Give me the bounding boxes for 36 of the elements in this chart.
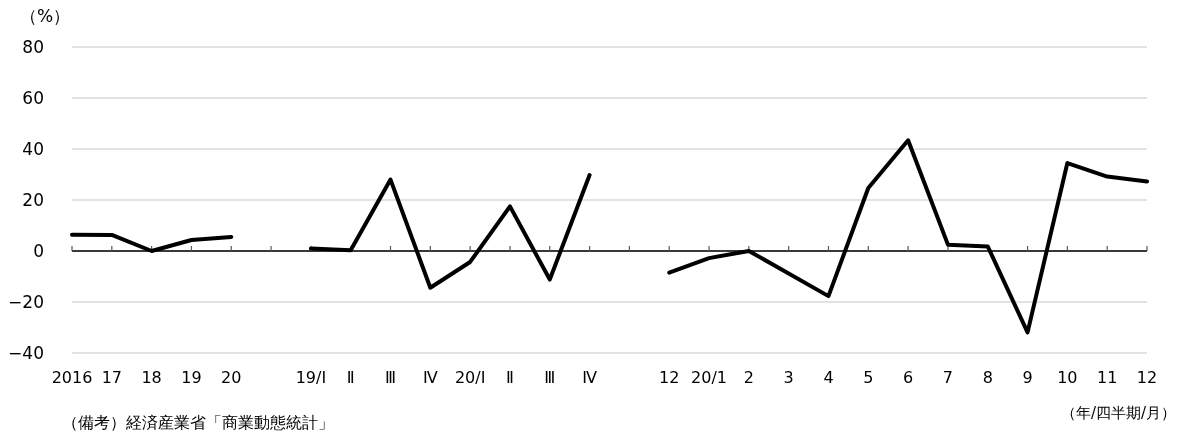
text: （備考）経済産業省「商業動態統計」 [62,413,334,432]
x-tick-label: Ⅱ [346,368,355,387]
x-tick-label: Ⅱ [506,368,514,387]
x-tick-label: 12 [1136,368,1158,387]
x-tick-label: 9 [1022,368,1033,387]
x-tick-label: 8 [982,368,993,387]
y-tick-label: 0 [33,241,44,261]
x-tick-label: Ⅲ [544,368,556,387]
y-axis-title: （%） [20,6,71,26]
x-tick-label: 12 [659,368,680,387]
x-tick-label: 20/Ⅰ [454,368,486,387]
x-tick-label: Ⅳ [422,368,438,387]
y-tick-label: 60 [22,88,44,108]
x-tick-label: 3 [783,368,794,387]
y-tick-label: 80 [22,37,44,57]
y-tick-label: 20 [22,190,44,210]
x-tick-label: 20 [221,368,242,387]
x-tick-label: 19/Ⅰ [295,368,327,387]
x-tick-label: 17 [101,368,122,387]
x-tick-label: 11 [1097,368,1118,387]
x-axis-title: （年/四半期/月） [1060,404,1176,422]
x-tick-label: 4 [823,368,834,387]
x-tick-label: 2 [743,368,754,387]
y-tick-label: −20 [8,292,44,312]
x-tick-label: 18 [141,368,162,387]
y-tick-label: −40 [8,343,44,363]
x-tick-label: 20/1 [691,368,728,387]
x-tick-label: 2016 [51,368,93,387]
x-tick-label: 6 [903,368,914,387]
x-tick-label: Ⅳ [582,368,598,387]
x-tick-label: 7 [942,368,954,387]
x-tick-label: Ⅲ [385,368,397,387]
x-tick-label: 5 [863,368,874,387]
x-tick-label: 10 [1057,368,1078,387]
x-tick-label: 19 [181,368,202,387]
y-tick-label: 40 [22,139,44,159]
